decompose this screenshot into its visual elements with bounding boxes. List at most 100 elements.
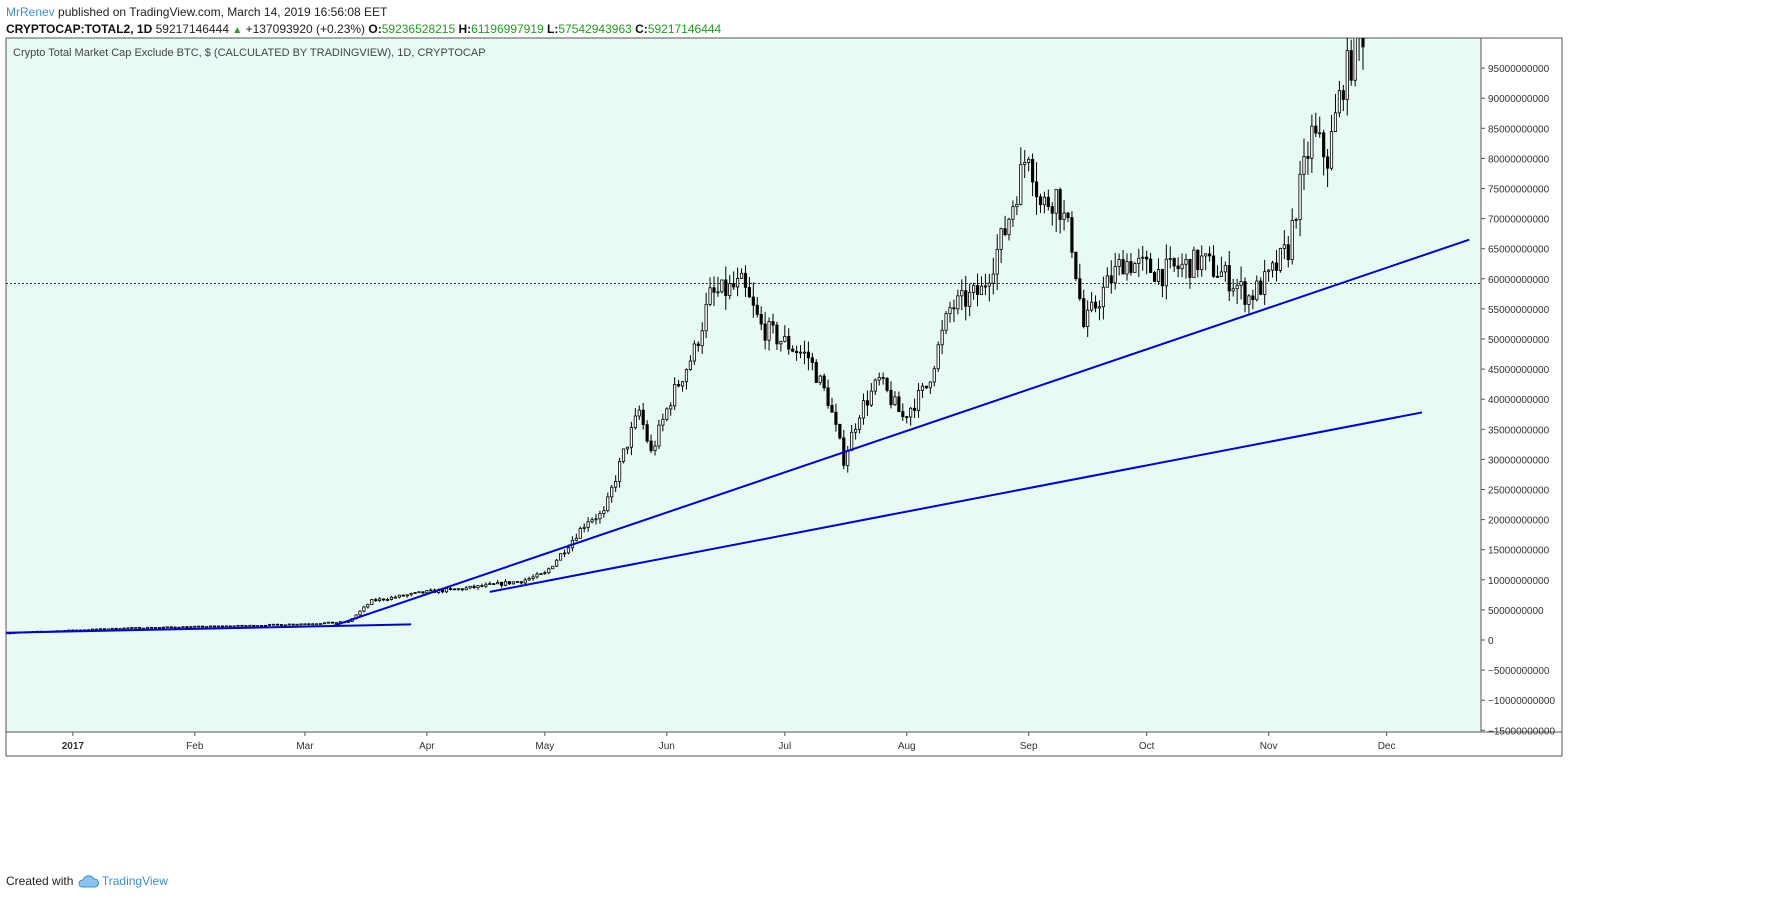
candle-down	[1306, 156, 1310, 159]
plot-area	[5, 37, 1482, 733]
candle-up	[999, 228, 1003, 250]
candle-down	[1121, 259, 1125, 275]
candle-down	[755, 304, 759, 315]
candle-down	[1070, 217, 1074, 253]
candle-up	[527, 578, 531, 581]
candle-up	[574, 537, 578, 541]
candle-up	[1270, 262, 1275, 271]
candle-up	[1353, 38, 1357, 81]
y-tick-label: 40000000000	[1488, 395, 1550, 406]
candle-up	[385, 599, 390, 601]
candle-down	[1176, 265, 1180, 270]
candle-down	[519, 581, 523, 584]
y-axis-panel	[1480, 37, 1563, 733]
y-tick-label: 35000000000	[1488, 425, 1550, 436]
candle-up	[692, 343, 696, 362]
candle-up	[366, 604, 370, 608]
candle-up	[1231, 288, 1235, 292]
x-tick-label: Apr	[419, 741, 435, 752]
candle-up	[936, 344, 940, 370]
x-tick-label: May	[535, 741, 554, 752]
candle-down	[964, 290, 968, 307]
candle-down	[1349, 50, 1353, 81]
candle-down	[1038, 196, 1043, 206]
candle-up	[1168, 258, 1172, 260]
candle-up	[614, 481, 618, 488]
candle-up	[334, 622, 338, 624]
candle-up	[205, 626, 209, 628]
candle-up	[1282, 244, 1286, 249]
candle-down	[252, 624, 256, 627]
x-tick-label: Jun	[659, 741, 675, 752]
candle-down	[307, 623, 311, 626]
candle-up	[968, 291, 972, 307]
candle-up	[625, 446, 630, 450]
candle-up	[861, 400, 866, 419]
candle-down	[712, 287, 716, 293]
author-link[interactable]: MrRenev	[6, 5, 55, 19]
candle-up	[940, 329, 944, 346]
candle-down	[751, 296, 755, 306]
candle-up	[1015, 203, 1019, 208]
candle-up	[590, 519, 594, 523]
candle-down	[806, 351, 810, 359]
candle-up	[586, 521, 590, 528]
candle-down	[763, 323, 767, 341]
candle-up	[1011, 206, 1015, 220]
candle-down	[138, 627, 142, 629]
high-label: H:	[458, 22, 472, 36]
candle-down	[791, 348, 795, 352]
y-tick-label: 15000000000	[1488, 546, 1550, 557]
candle-up	[1329, 131, 1334, 169]
candle-up	[1027, 158, 1031, 163]
created-with-label: Created with	[6, 874, 74, 888]
candle-up	[637, 409, 641, 417]
candle-down	[212, 625, 217, 628]
candle-up	[1219, 271, 1223, 278]
candle-down	[1082, 298, 1086, 328]
candle-up	[594, 518, 598, 521]
x-tick-label: Feb	[186, 741, 204, 752]
candle-up	[610, 486, 614, 498]
candle-up	[1294, 219, 1298, 221]
candle-up	[653, 445, 657, 452]
candle-up	[464, 587, 468, 591]
candle-up	[1310, 125, 1314, 159]
candle-up	[877, 377, 881, 381]
candle-down	[1074, 251, 1078, 280]
candle-down	[1314, 125, 1318, 134]
candle-down	[952, 307, 956, 310]
candle-down	[1227, 265, 1231, 292]
candle-up	[716, 291, 720, 294]
candle-up	[496, 581, 500, 585]
candle-up	[873, 379, 877, 392]
candle-down	[1274, 262, 1279, 271]
candle-up	[1090, 301, 1094, 311]
candle-up	[1062, 212, 1066, 220]
candle-down	[1286, 244, 1290, 260]
candle-up	[146, 626, 150, 629]
candle-up	[122, 627, 126, 630]
candle-up	[661, 418, 665, 426]
candle-up	[323, 622, 327, 625]
candle-up	[547, 568, 551, 574]
candle-up	[1255, 280, 1259, 301]
y-tick-label: −5000000000	[1488, 666, 1550, 677]
candle-down	[983, 285, 987, 288]
candle-down	[480, 585, 484, 587]
tradingview-link[interactable]: TradingView	[101, 874, 168, 888]
candle-up	[1184, 259, 1188, 265]
candle-up	[130, 627, 134, 629]
candle-down	[1341, 90, 1345, 100]
footer: Created with TradingView	[6, 874, 168, 888]
candle-up	[193, 625, 197, 628]
candle-up	[916, 389, 921, 411]
candle-up	[389, 596, 394, 600]
y-tick-label: 85000000000	[1488, 124, 1550, 135]
candle-down	[1145, 256, 1149, 260]
candle-down	[1243, 281, 1247, 305]
candle-down	[641, 409, 645, 426]
candle-up	[1133, 263, 1137, 273]
candle-down	[826, 387, 830, 406]
